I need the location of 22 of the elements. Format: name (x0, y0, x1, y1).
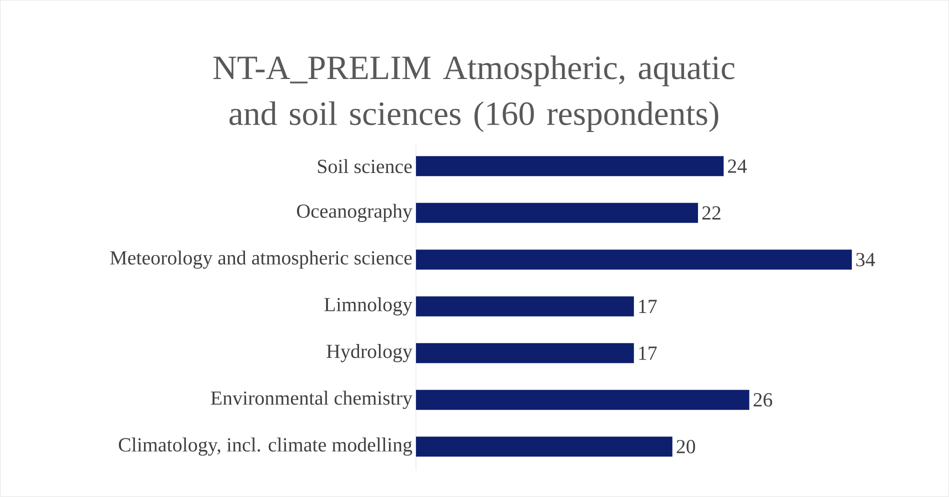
y-tick-label: Soil science (318, 159, 412, 174)
bar (416, 250, 852, 270)
data-label: 17 (639, 346, 657, 360)
y-tick-label: Meteorology and atmospheric science (110, 250, 412, 269)
y-tick-label: Hydrology (326, 344, 412, 362)
y-tick-label: Climatology, incl. climate modelling (118, 438, 412, 456)
y-tick-label: Environmental chemistry (210, 390, 412, 410)
y-tick-label: Oceanography (297, 204, 412, 222)
data-label: 22 (702, 206, 720, 220)
chart-title: NT-A_PRELIM Atmospheric, aquatic and soil sciences (160 respondents) (213, 56, 735, 132)
data-label: 34 (856, 253, 875, 266)
data-label: 24 (728, 160, 747, 173)
data-label: 26 (754, 393, 772, 407)
y-tick-label: Limnology (324, 297, 412, 316)
bar (416, 203, 698, 224)
bar (416, 296, 634, 317)
bar (416, 390, 750, 410)
bar (416, 156, 724, 176)
data-label: 17 (639, 300, 657, 314)
bar (416, 343, 634, 364)
bar (416, 436, 672, 457)
data-label: 20 (676, 440, 696, 454)
